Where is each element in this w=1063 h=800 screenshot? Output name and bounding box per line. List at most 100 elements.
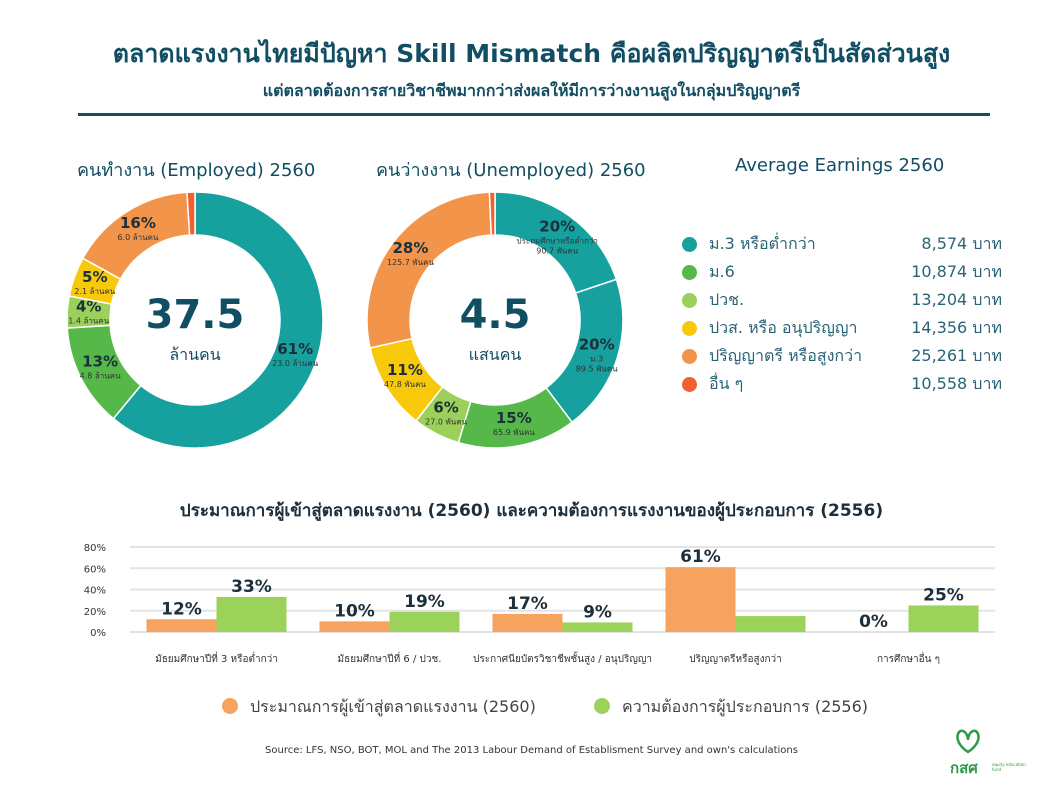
slice-value-label: ประถมศึกษาหรือต่ำกว่า [517,235,598,246]
bar-chart-title: ประมาณการผู้เข้าสู่ตลาดแรงงาน (2560) และ… [179,501,884,521]
x-category-label: ปริญญาตรีหรือสูงกว่า [689,653,781,665]
earnings-value: 10,874 บาท [911,262,1002,281]
logo-text: กสศ [950,759,978,777]
bar [908,605,979,632]
bar [146,619,217,632]
earnings-label: ปวช. [709,290,745,309]
slice-value-label: ม.3 [590,355,603,364]
slice-percent-label: 4% [76,297,101,315]
x-category-label: ประกาศนียบัตรวิชาชีพชั้นสูง / อนุปริญญา [473,651,652,665]
y-tick-label: 40% [84,586,106,597]
slice-value-label: 4.8 ล้านคน [80,371,121,380]
earnings-label: ปวส. หรือ อนุปริญญา [709,318,858,337]
slice-value-label: 65.9 พันคน [493,428,535,437]
color-dot [682,265,697,280]
y-tick-label: 80% [84,543,106,554]
earnings-value: 14,356 บาท [911,318,1002,337]
bar [562,622,633,632]
donut-center-unit: แสนคน [469,345,522,364]
bar [492,613,563,632]
y-tick-label: 20% [84,607,106,618]
earnings-row: ปวช. 13,204 บาท [682,288,1002,314]
legend-swatch [222,698,238,714]
title-divider [78,113,990,116]
slice-percent-label: 20% [579,336,615,354]
slice-value-label: 27.0 พันคน [425,418,467,427]
color-dot [682,377,697,392]
earnings-label: ปริญญาตรี หรือสูงกว่า [709,346,863,365]
earnings-row: ม.6 10,874 บาท [682,260,1002,286]
employed-donut-chart: 61%23.0 ล้านคน 13%4.8 ล้านคน 4%1.4 ล้านคน 5… [66,191,324,449]
bar-value-label: 25% [923,585,964,605]
bar [216,596,287,632]
earnings-title: Average Earnings 2560 [735,155,945,176]
legend-swatch [594,698,610,714]
color-dot [682,293,697,308]
slice-percent-label: 11% [387,361,423,379]
earnings-label: อื่น ๆ [709,374,744,393]
bar-value-label: 10% [334,601,375,621]
donut-center-unit: ล้านคน [169,345,220,364]
donut-slice [488,191,496,236]
slice-percent-label: 16% [120,214,156,232]
earnings-row: อื่น ๆ 10,558 บาท [682,372,1002,398]
slice-value-label: 90.7 พันคน [536,247,578,256]
bar-value-label: 19% [404,592,445,612]
bar-chart: 0% 20% 40% 60% 80% 12% 33% มัธยมศึกษาปีที่ 3 หร… [84,543,995,665]
slice-percent-label: 5% [82,268,107,286]
source-note: Source: LFS, NSO, BOT, MOL and The 2013 … [265,745,798,756]
donut-slice [112,191,324,449]
earnings-row: ปวส. หรือ อนุปริญญา 14,356 บาท [682,316,1002,342]
donut-center-value: 4.5 [460,292,531,338]
earnings-row: ปริญญาตรี หรือสูงกว่า 25,261 บาท [682,344,1002,370]
bar-value-label: 17% [507,594,548,614]
bar-value-label: 0% [859,612,888,632]
unemployed-chart-title: คนว่างงาน (Unemployed) 2560 [376,160,646,181]
bar [665,567,736,632]
color-dot [682,321,697,336]
earnings-label: ม.3 หรือต่ำกว่า [709,234,816,253]
earnings-value: 13,204 บาท [911,290,1002,309]
slice-value-label: 125.7 พันคน [387,258,435,267]
bar-value-label: 9% [583,602,612,622]
color-dot [682,349,697,364]
bar-value-label: 12% [161,599,202,619]
slice-percent-label: 15% [496,409,532,427]
legend-label: ประมาณการผู้เข้าสู่ตลาดแรงงาน (2560) [250,697,536,716]
slice-percent-label: 61% [277,340,313,358]
bar [319,621,390,632]
page-title: ตลาดแรงงานไทยมีปัญหา Skill Mismatch คือผ… [112,39,951,68]
slice-value-label: 47.8 พันคน [384,380,426,389]
slice-percent-label: 6% [433,399,458,417]
bar-value-label: 33% [231,577,272,597]
earnings-value: 8,574 บาท [921,234,1002,253]
logo-icon [956,729,980,754]
unemployed-donut-chart: 20%ประถมศึกษาหรือต่ำกว่า90.7 พันคน20%ม.3… [366,191,624,449]
bar [735,616,806,632]
slice-value-label: 6.0 ล้านคน [117,233,158,242]
donut-center-value: 37.5 [146,292,245,338]
slice-value-label: 23.0 ล้านคน [272,359,319,368]
earnings-label: ม.6 [709,262,735,281]
page-subtitle: แต่ตลาดต้องการสายวิชาชีพมากกว่าส่งผลให้ม… [262,81,801,100]
employed-chart-title: คนทำงาน (Employed) 2560 [77,160,316,181]
slice-percent-label: 20% [539,218,575,236]
y-tick-label: 60% [84,564,106,575]
legend-label: ความต้องการผู้ประกอบการ (2556) [622,697,869,716]
slice-value-label: 1.4 ล้านคน [68,316,109,325]
x-category-label: มัธยมศึกษาปีที่ 6 / ปวช. [338,651,442,665]
earnings-row: ม.3 หรือต่ำกว่า 8,574 บาท [682,232,1002,258]
color-dot [682,237,697,252]
earnings-value: 10,558 บาท [911,374,1002,393]
x-category-label: มัธยมศึกษาปีที่ 3 หรือต่ำกว่า [155,651,278,665]
slice-percent-label: 28% [392,239,428,257]
bar [389,611,460,632]
bar-value-label: 61% [680,547,721,567]
slice-value-label: 89.5 พันคน [576,365,618,374]
slice-value-label: 2.1 ล้านคน [74,287,115,296]
y-tick-label: 0% [90,628,106,639]
slice-percent-label: 13% [82,352,118,370]
x-category-label: การศึกษาอื่น ๆ [877,651,940,665]
donut-slice [186,191,196,236]
logo-subtext: equity education fund [992,762,1026,772]
